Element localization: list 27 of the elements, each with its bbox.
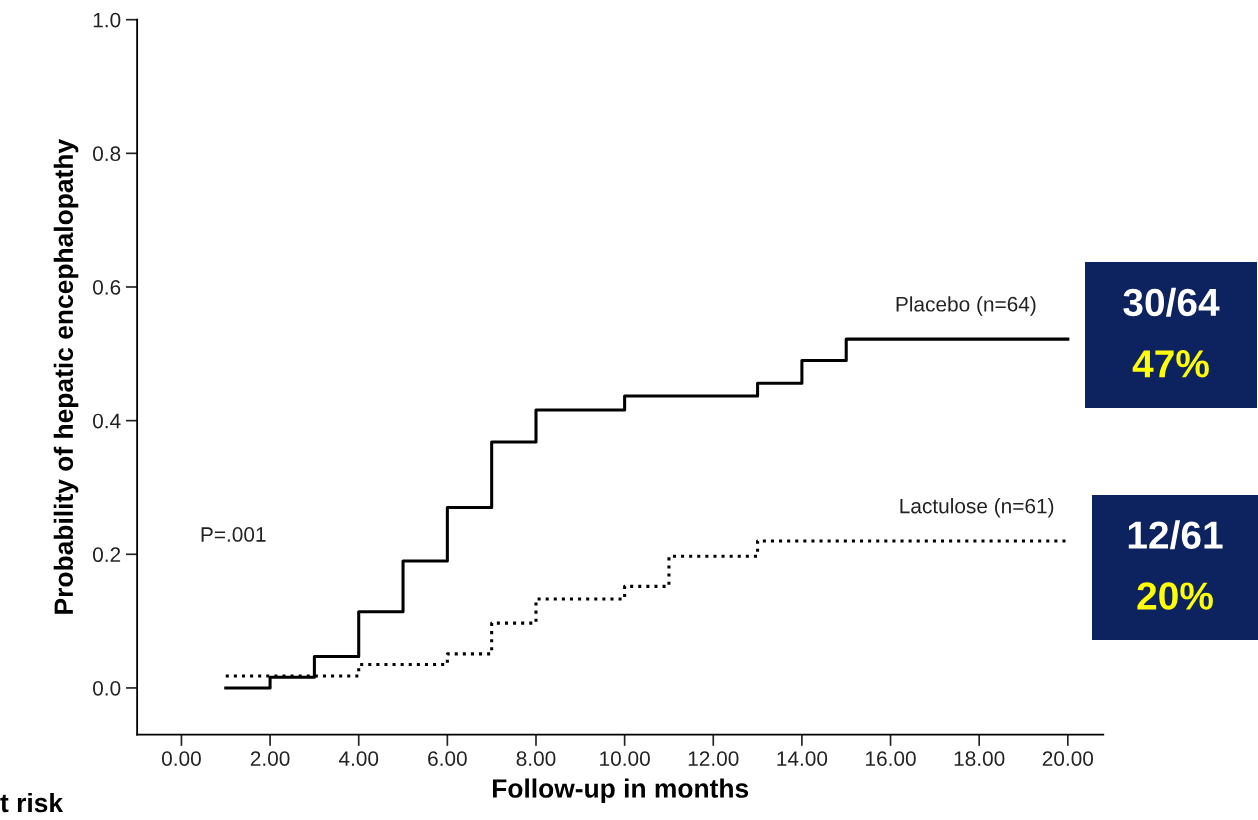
x-tick-label: 12.00 bbox=[688, 751, 739, 766]
text: 47% bbox=[1132, 350, 1209, 378]
x-tick-label: 2.00 bbox=[250, 751, 290, 766]
y-tick-label: 1.0 bbox=[93, 12, 121, 28]
x-tick-label: 6.00 bbox=[428, 751, 467, 766]
x-axis-title: Follow-up in months bbox=[492, 778, 749, 804]
text: t risk bbox=[0, 792, 64, 813]
series-label: Lactulose (n=61) bbox=[900, 498, 1054, 518]
x-tick-label: 8.00 bbox=[516, 751, 556, 766]
x-tick-label: 14.00 bbox=[777, 751, 828, 766]
x-tick-label: 20.00 bbox=[1042, 751, 1094, 766]
y-tick-label: 0.8 bbox=[93, 146, 121, 162]
y-tick-label: 0.2 bbox=[93, 547, 121, 563]
x-tick-label: 16.00 bbox=[866, 751, 916, 766]
text: 12/61 bbox=[1128, 520, 1223, 550]
annotation: P=.001 bbox=[201, 527, 266, 542]
series-label: Placebo (n=64) bbox=[896, 296, 1036, 316]
y-axis-title: Probability of hepatic encephalopathy bbox=[53, 139, 79, 614]
x-tick-label: 4.00 bbox=[338, 751, 379, 766]
y-tick-label: 0.6 bbox=[93, 279, 121, 295]
x-tick-label: 0.00 bbox=[161, 751, 201, 766]
x-tick-label: 18.00 bbox=[954, 751, 1005, 766]
text: 20% bbox=[1137, 582, 1213, 610]
x-tick-label: 10.00 bbox=[600, 751, 650, 766]
y-tick-label: 0.0 bbox=[93, 680, 121, 696]
y-tick-label: 0.4 bbox=[93, 413, 121, 429]
text: 30/64 bbox=[1123, 287, 1220, 317]
